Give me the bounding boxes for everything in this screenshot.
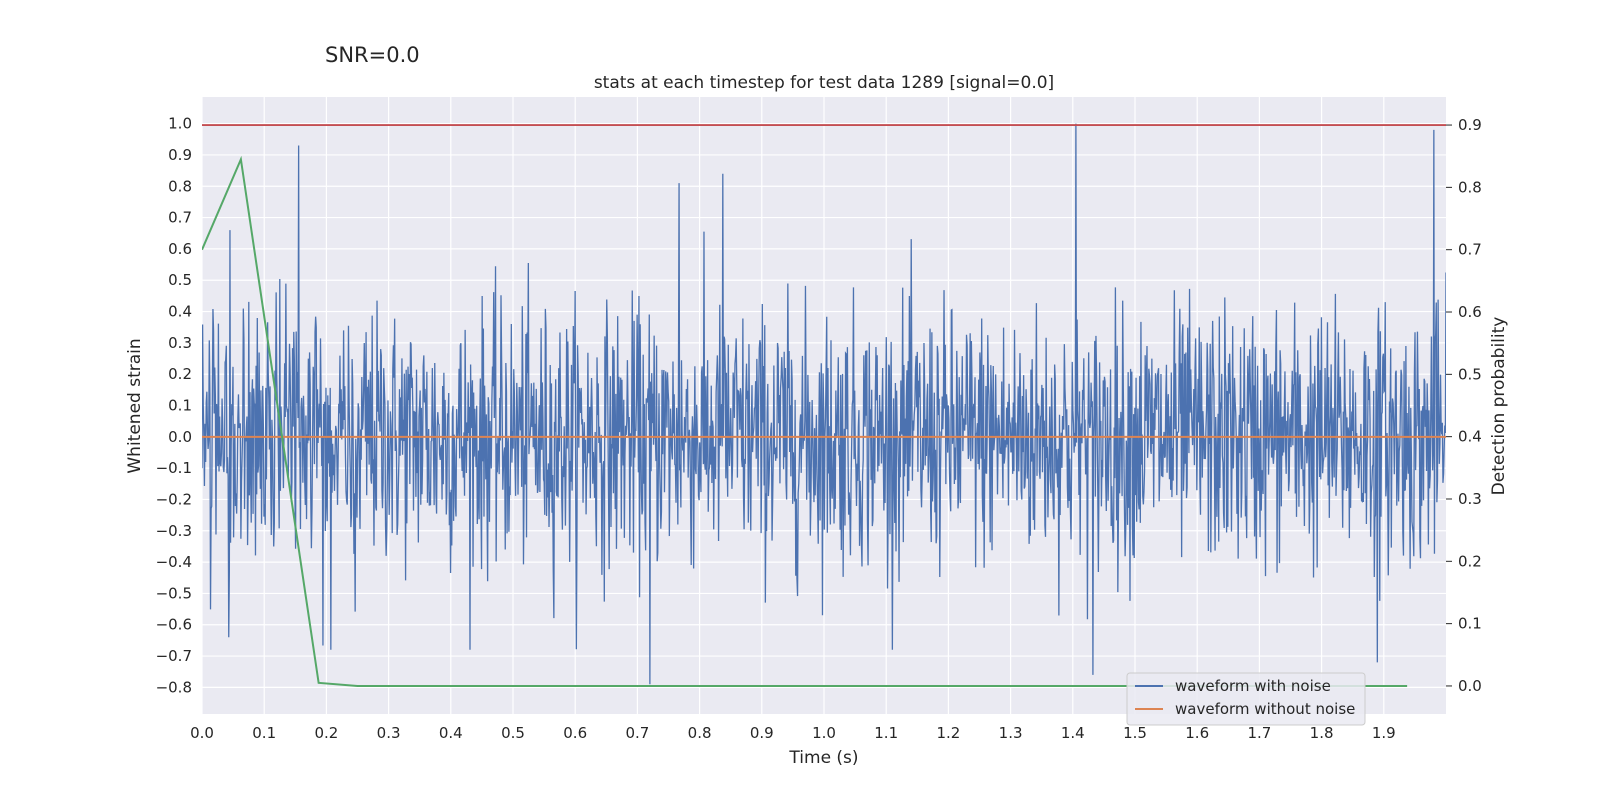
x-tick-label: 1.3 <box>999 724 1023 742</box>
y2-tick-label: 0.8 <box>1458 178 1482 196</box>
y-tick-label: 0.5 <box>168 271 192 289</box>
figure-suptitle: SNR=0.0 <box>325 43 420 67</box>
y2-tick-label: 0.4 <box>1458 428 1482 446</box>
y-tick-label: 0.6 <box>168 240 192 258</box>
x-tick-label: 1.5 <box>1123 724 1147 742</box>
x-axis: 0.0 0.1 0.2 0.3 0.4 0.5 0.6 0.7 0.8 0.9 1.0 1.1 1.2 1… <box>190 724 1396 742</box>
y-tick-label: −0.4 <box>156 553 192 571</box>
x-tick-label: 1.2 <box>936 724 960 742</box>
x-tick-label: 0.9 <box>750 724 774 742</box>
y-tick-label: 0.0 <box>168 428 192 446</box>
x-axis-label: Time (s) <box>788 748 858 768</box>
y2-tick-label: 0.9 <box>1458 116 1482 134</box>
y-tick-label: 0.2 <box>168 365 192 383</box>
y-tick-label: −0.2 <box>156 490 192 508</box>
x-tick-label: 1.0 <box>812 724 836 742</box>
y-tick-label: −0.5 <box>156 584 192 602</box>
x-tick-label: 0.4 <box>439 724 463 742</box>
y-tick-label: −0.6 <box>156 616 192 634</box>
y-tick-label: −0.7 <box>156 647 192 665</box>
x-tick-label: 0.0 <box>190 724 214 742</box>
y-tick-label: 0.9 <box>168 146 192 164</box>
series-layer <box>202 123 1446 687</box>
y-tick-label: 0.7 <box>168 209 192 227</box>
y2-tick-label: 0.5 <box>1458 365 1482 383</box>
chart-title: stats at each timestep for test data 128… <box>594 73 1054 93</box>
x-tick-label: 0.7 <box>625 724 649 742</box>
y-axis-right: 0.9 0.8 0.7 0.6 0.5 0.4 0.3 0.2 0.1 0.0 <box>1446 116 1482 695</box>
x-tick-label: 1.6 <box>1185 724 1209 742</box>
y-axis-label: Whitened strain <box>125 338 145 473</box>
y2-tick-label: 0.7 <box>1458 241 1482 259</box>
x-tick-label: 1.4 <box>1061 724 1085 742</box>
y-tick-label: −0.8 <box>156 678 192 696</box>
x-tick-label: 0.2 <box>314 724 338 742</box>
y2-axis-label: Detection probability <box>1489 317 1509 496</box>
x-tick-label: 0.6 <box>563 724 587 742</box>
y-tick-label: 0.8 <box>168 177 192 195</box>
y2-tick-label: 0.0 <box>1458 677 1482 695</box>
y-tick-label: −0.1 <box>156 459 192 477</box>
series-detection-probability <box>202 155 1408 687</box>
x-tick-label: 0.1 <box>252 724 276 742</box>
legend-label-noise: waveform with noise <box>1175 677 1331 695</box>
legend-box <box>1126 672 1366 726</box>
y-axis-left: 1.0 0.9 0.8 0.7 0.6 0.5 0.4 0.3 0.2 0.1 0.0 −0.1 −0.… <box>156 115 192 697</box>
x-tick-label: 0.5 <box>501 724 525 742</box>
series-waveform-with-noise <box>202 123 1446 685</box>
x-tick-label: 1.7 <box>1247 724 1271 742</box>
legend: waveform with noise waveform without noi… <box>1126 672 1366 726</box>
y2-tick-label: 0.6 <box>1458 303 1482 321</box>
y-tick-label: 0.3 <box>168 334 192 352</box>
x-tick-label: 1.8 <box>1310 724 1334 742</box>
y-tick-label: 0.4 <box>168 303 192 321</box>
y-tick-label: 1.0 <box>168 115 192 133</box>
x-tick-label: 1.1 <box>874 724 898 742</box>
x-tick-label: 0.8 <box>688 724 712 742</box>
x-tick-label: 0.3 <box>377 724 401 742</box>
x-tick-label: 1.9 <box>1372 724 1396 742</box>
y-tick-label: 0.1 <box>168 397 192 415</box>
y2-tick-label: 0.3 <box>1458 490 1482 508</box>
y2-tick-label: 0.2 <box>1458 552 1482 570</box>
y-tick-label: −0.3 <box>156 522 192 540</box>
legend-label-clean: waveform without noise <box>1175 700 1355 718</box>
y2-tick-label: 0.1 <box>1458 615 1482 633</box>
